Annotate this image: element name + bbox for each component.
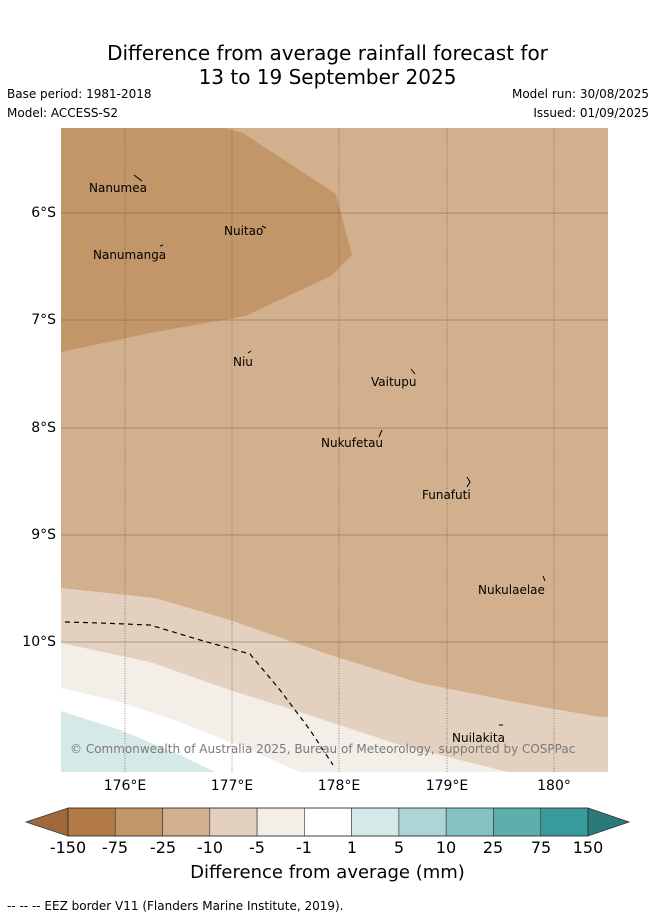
colorbar-tick-label: 150 — [572, 838, 604, 857]
colorbar-tick-label: 1 — [346, 838, 358, 857]
colorbar-segment — [67, 807, 116, 837]
colorbar-segment — [304, 807, 352, 837]
colorbar-tick-label: 5 — [393, 838, 405, 857]
eez-legend-text: -- -- -- EEZ border V11 (Flanders Marine… — [7, 899, 344, 913]
colorbar — [24, 807, 631, 837]
lat-label-9s: 9°S — [31, 527, 56, 543]
place-label-nukulaelae: Nukulaelae — [478, 583, 545, 597]
lon-label-177e: 177°E — [210, 778, 254, 794]
colorbar-segment — [493, 807, 542, 837]
lon-label-179e: 179°E — [425, 778, 469, 794]
colorbar-segment — [351, 807, 400, 837]
colorbar-tick-label: 25 — [482, 838, 504, 857]
place-label-niu: Niu — [233, 355, 253, 369]
rainfall-regions — [61, 128, 608, 772]
colorbar-segment — [209, 807, 258, 837]
colorbar-tick-label: -1 — [296, 838, 312, 857]
colorbar-segment — [162, 807, 211, 837]
model-run-text: Model run: 30/08/2025 — [511, 87, 649, 101]
colorbar-tick-label: -150 — [49, 838, 87, 857]
region-wet-corner — [61, 767, 75, 772]
map-title-line2: 13 to 19 September 2025 — [198, 65, 457, 89]
lat-label-8s: 8°S — [31, 420, 56, 436]
colorbar-frame — [67, 807, 589, 837]
island-nanumanga — [159, 244, 164, 247]
lon-label-180: 180° — [537, 778, 571, 794]
map-title-line1: Difference from average rainfall forecas… — [107, 41, 548, 65]
island-funafuti — [466, 476, 471, 488]
lat-label-7s: 7°S — [31, 312, 56, 328]
colorbar-tick-label: -5 — [249, 838, 265, 857]
colorbar-segment — [398, 807, 447, 837]
place-label-nanumea: Nanumea — [89, 181, 147, 195]
colorbar-tick-label: -25 — [149, 838, 177, 857]
issued-text: Issued: 01/09/2025 — [533, 106, 649, 120]
place-label-nuitao: Nuitao — [224, 224, 264, 238]
colorbar-segments — [67, 807, 589, 837]
copyright-notice: © Commonwealth of Australia 2025, Bureau… — [70, 742, 576, 756]
island-outlines — [133, 174, 546, 726]
colorbar-tick-label: 75 — [530, 838, 552, 857]
colorbar-segment — [445, 807, 494, 837]
colorbar-tick-label: -10 — [196, 838, 224, 857]
place-label-funafuti: Funafuti — [422, 488, 471, 502]
colorbar-segment — [114, 807, 163, 837]
lon-label-176e: 176°E — [103, 778, 147, 794]
island-nuitao — [261, 225, 267, 229]
island-nukulaelae — [542, 575, 546, 582]
region-dry-north — [61, 128, 352, 352]
eez-border-line — [64, 621, 334, 766]
place-label-nanumanga: Nanumanga — [93, 248, 167, 262]
lat-label-10s: 10°S — [22, 634, 56, 650]
base-period-text: Base period: 1981-2018 — [7, 87, 152, 101]
island-nanumea — [133, 174, 143, 182]
colorbar-segment — [540, 807, 589, 837]
colorbar-title: Difference from average (mm) — [190, 862, 465, 883]
place-label-vaitupu: Vaitupu — [371, 375, 417, 389]
lat-label-6s: 6°S — [31, 205, 56, 221]
model-text: Model: ACCESS-S2 — [7, 106, 119, 120]
island-nukufetau — [378, 429, 383, 438]
place-label-nukufetau: Nukufetau — [321, 436, 384, 450]
island-vaitupu — [410, 368, 416, 375]
lon-label-178e: 178°E — [317, 778, 361, 794]
colorbar-low-arrow — [24, 807, 69, 837]
colorbar-high-arrow — [587, 807, 631, 837]
colorbar-tick-label: 10 — [435, 838, 457, 857]
island-niu — [247, 350, 252, 354]
graticule — [61, 128, 608, 772]
region-wet — [61, 711, 215, 772]
colorbar-tick-label: -75 — [101, 838, 129, 857]
place-label-nuilakita: Nuilakita — [452, 731, 505, 745]
colorbar-segment — [256, 807, 305, 837]
